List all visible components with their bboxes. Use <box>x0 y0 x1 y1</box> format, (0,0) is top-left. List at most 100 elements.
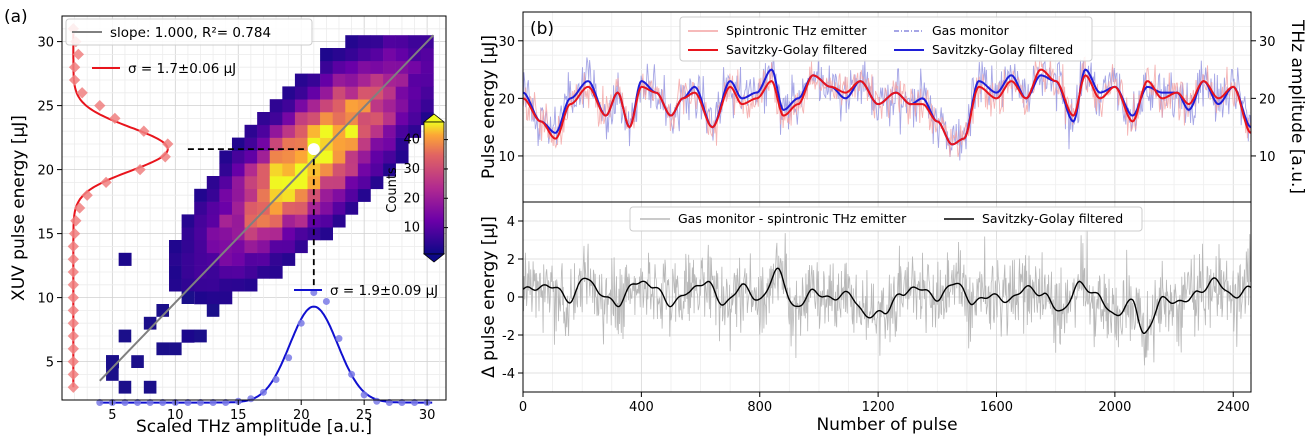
y-right-tick-label: 20 <box>1259 92 1276 107</box>
xuv-data-marker <box>67 330 79 342</box>
heatmap-cell <box>357 150 371 164</box>
heatmap-cell <box>231 176 245 190</box>
x-tick-label: 2400 <box>1217 400 1250 415</box>
x-tick-label: 5 <box>108 408 116 423</box>
heatmap-cell <box>194 265 208 279</box>
heatmap-cell <box>370 35 384 49</box>
heatmap-cell <box>181 214 195 228</box>
colorbar: 10 20 30 40 Counts <box>385 113 448 263</box>
heatmap-cell <box>408 35 422 49</box>
heatmap-cell <box>357 86 371 100</box>
heatmap-cell <box>282 214 296 228</box>
heatmap-cell <box>106 368 119 381</box>
heatmap-cell <box>131 355 144 368</box>
x-tick-label: 25 <box>356 408 373 423</box>
xuv-data-marker <box>67 381 79 393</box>
heatmap-cell <box>395 124 409 138</box>
heatmap-cell <box>320 48 333 62</box>
heatmap-cell <box>118 329 132 343</box>
heatmap-cell <box>219 265 233 279</box>
heatmap-cell <box>320 124 333 138</box>
xuv-data-marker <box>67 355 79 368</box>
y-right-tick-label: 30 <box>1259 35 1276 50</box>
heatmap-cell <box>231 150 245 164</box>
heatmap-cell <box>219 214 233 228</box>
heatmap-cell <box>219 150 233 164</box>
panel-a-xlabel: Scaled THz amplitude [a.u.] <box>136 417 372 437</box>
heatmap-cell <box>332 99 346 113</box>
heatmap-cell <box>408 73 422 87</box>
heatmap-cell <box>345 163 359 177</box>
heatmap-cell <box>345 48 359 62</box>
y-tick-label: 30 <box>498 35 515 50</box>
heatmap-cell <box>257 252 271 266</box>
heatmap-cell <box>206 278 220 292</box>
heatmap-cell <box>294 240 308 254</box>
heatmap-cell <box>370 73 384 87</box>
xuv-data-marker <box>72 48 85 61</box>
heatmap-cell <box>194 291 208 305</box>
heatmap-cell <box>181 240 195 254</box>
heatmap-cell <box>294 188 308 202</box>
heatmap-cell <box>383 35 396 49</box>
panel-b-bottom-ticks: -4 -2 0 2 4 0 400 800 1200 1600 2000 2400 <box>502 215 1250 415</box>
b-legend-label-gas: Gas monitor <box>932 23 1010 38</box>
xuv-data-marker <box>134 163 146 176</box>
heatmap-cell <box>269 137 283 151</box>
heatmap-cell <box>332 150 346 164</box>
x-tick-label: 15 <box>230 408 247 423</box>
heatmap-cell <box>320 137 333 151</box>
heatmap-cell <box>206 291 220 305</box>
heatmap-cell <box>357 60 371 74</box>
heatmap-cell <box>282 201 296 215</box>
heatmap-cell <box>294 201 308 215</box>
difference-series <box>522 229 1252 366</box>
colorbar-tick-label: 40 <box>403 133 420 148</box>
heatmap-cell <box>383 112 396 126</box>
heatmap-cell <box>345 150 359 164</box>
panel-a-frame <box>61 15 447 401</box>
heatmap-cell <box>282 150 296 164</box>
heatmap-cell <box>194 227 208 241</box>
heatmap-cell <box>231 252 245 266</box>
heatmap-cell <box>244 252 258 266</box>
heatmap-cell <box>357 48 371 62</box>
heatmap-cell <box>420 48 434 62</box>
heatmap-cell <box>320 176 333 190</box>
heatmap-cell <box>395 137 409 151</box>
xuv-data-marker <box>159 151 171 163</box>
heatmap-cell <box>282 163 296 177</box>
heatmap-cell <box>269 163 283 177</box>
heatmap-cell <box>269 188 283 202</box>
panel-b-top-ticks: 10 10 20 20 30 30 <box>498 35 1275 165</box>
heatmap-cell <box>219 252 233 266</box>
heatmap-cell <box>307 201 321 215</box>
heatmap-cell <box>307 124 321 138</box>
heatmap-cell <box>345 137 359 151</box>
x-tick-label: 20 <box>293 408 310 423</box>
heatmap-cell <box>332 201 346 215</box>
heatmap-cell <box>244 240 258 254</box>
gas-monitor-series <box>522 50 1252 161</box>
heatmap-cell <box>206 188 220 202</box>
heatmap-cell <box>395 86 409 100</box>
thz-data-marker <box>411 399 419 407</box>
heatmap-cell <box>231 278 245 292</box>
y-tick-label: 20 <box>498 92 515 107</box>
heatmap-cell <box>282 227 296 241</box>
heatmap-cell <box>345 73 359 87</box>
xuv-data-marker <box>67 266 79 278</box>
mean-point <box>307 143 320 156</box>
heatmap-cell <box>332 112 346 126</box>
colorbar-body <box>423 121 445 255</box>
xuv-data-marker <box>67 253 79 265</box>
x-tick-label: 1600 <box>980 400 1013 415</box>
colorbar-tick-label: 10 <box>403 221 420 236</box>
heatmap-cell <box>231 240 245 254</box>
heatmap-cell <box>206 240 220 254</box>
xuv-data-marker <box>70 215 82 227</box>
b-legend-label-diff: Gas monitor - spintronic THz emitter <box>678 211 907 226</box>
heatmap-cell <box>169 278 182 292</box>
heatmap-cell <box>370 163 384 177</box>
heatmap-cell <box>332 86 346 100</box>
